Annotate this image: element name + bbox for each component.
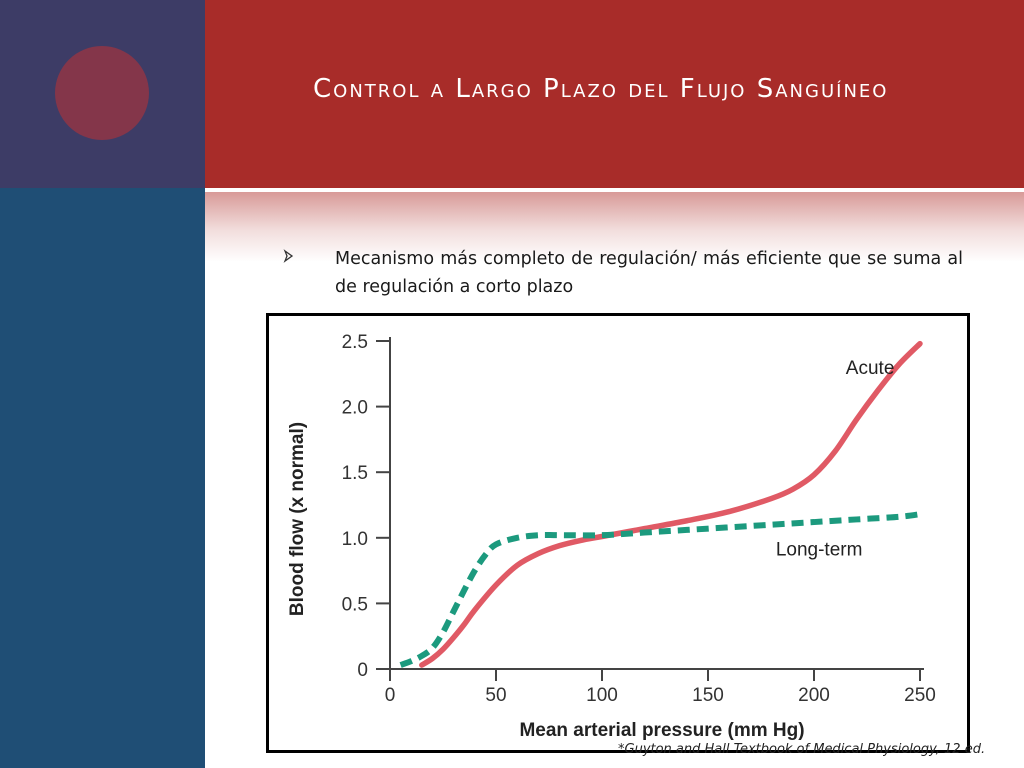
y-tick-label: 1.5 xyxy=(342,463,368,484)
y-tick-label: 0 xyxy=(357,660,368,681)
x-tick-label: 150 xyxy=(692,685,724,706)
x-tick-label: 200 xyxy=(798,685,830,706)
series-label-acute: Acute xyxy=(846,358,895,379)
x-tick-label: 0 xyxy=(385,685,396,706)
series-line-long-term xyxy=(399,511,921,668)
series-label-long-term: Long-term xyxy=(776,539,863,560)
x-tick-label: 50 xyxy=(485,685,506,706)
bullet-text: Mecanismo más completo de regulación/ má… xyxy=(335,249,963,297)
blood-flow-chart: 0 0.5 1.0 1.5 2.0 2.5 0 50 100 150 200 250 Acute Long… xyxy=(287,332,936,741)
chart-frame: 0 0.5 1.0 1.5 2.0 2.5 0 50 100 150 200 250 Acute Long… xyxy=(266,313,970,753)
banner-divider xyxy=(205,188,1024,192)
decorative-circle xyxy=(55,46,149,140)
arrow-bullet-icon xyxy=(283,249,294,263)
x-axis-label: Mean arterial pressure (mm Hg) xyxy=(519,720,804,741)
x-tick-label: 100 xyxy=(586,685,618,706)
y-tick-label: 2.0 xyxy=(342,398,368,419)
y-tick-label: 0.5 xyxy=(342,594,368,615)
y-tick-label: 2.5 xyxy=(342,332,368,353)
y-tick-label: 1.0 xyxy=(342,529,368,550)
left-bottom-panel xyxy=(0,188,205,768)
citation-text: *Guyton and Hall Textbook of Medical Phy… xyxy=(618,742,986,757)
series-line-acute xyxy=(419,340,923,668)
y-axis-label: Blood flow (x normal) xyxy=(287,422,308,616)
slide-title: Control a Largo Plazo del Flujo Sanguíne… xyxy=(313,74,889,104)
x-tick-label: 250 xyxy=(904,685,936,706)
title-banner xyxy=(205,0,1024,188)
gradient-band xyxy=(205,192,1024,262)
